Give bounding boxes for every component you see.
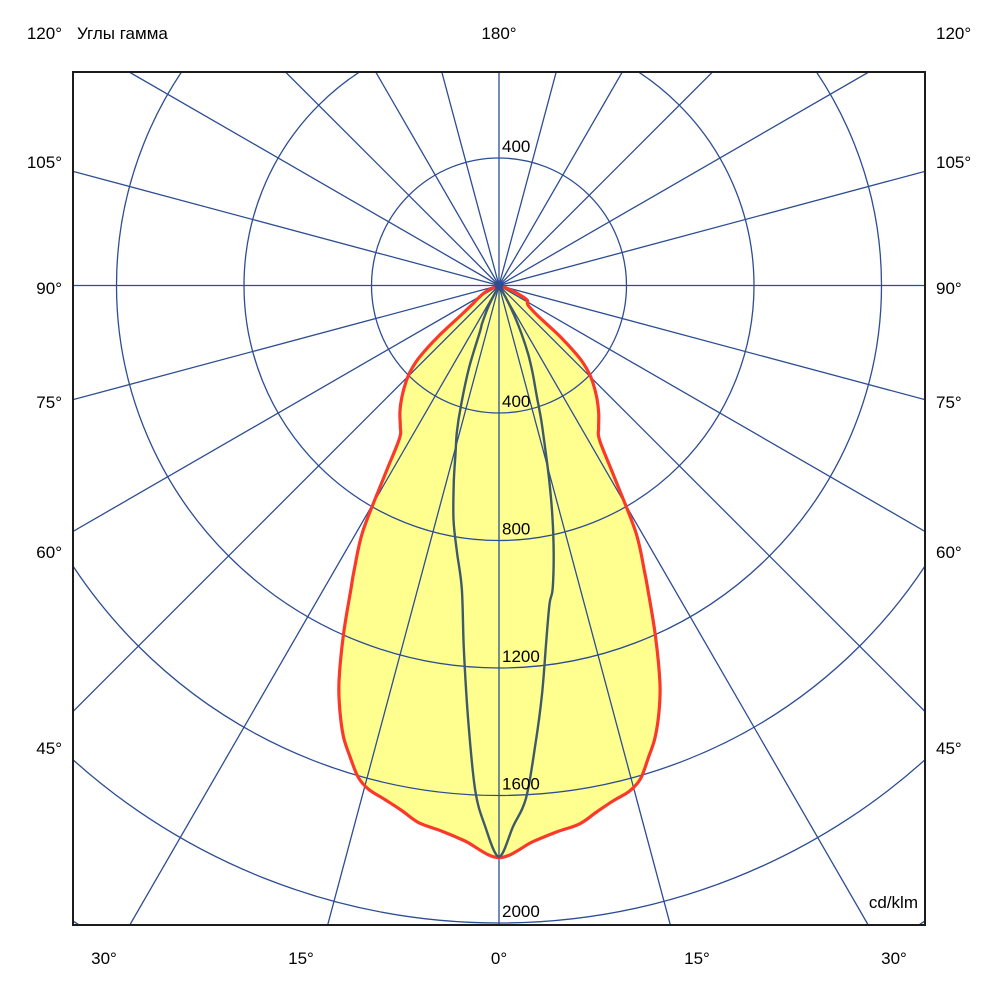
grid-ray-345 (327, 285, 500, 925)
gamma-label-left-45°: 45° (36, 739, 62, 758)
grid-ray-30 (498, 285, 869, 925)
gamma-label-left-105°: 105° (27, 153, 62, 172)
grid-ray-330 (129, 285, 500, 925)
grid-ray-105 (498, 170, 925, 287)
grid-ray-195 (441, 72, 500, 286)
grid-ray-240 (128, 72, 500, 287)
grid-ray-150 (498, 72, 623, 286)
gamma-label-bottom-30°: 30° (91, 949, 117, 968)
gamma-label-left-75°: 75° (36, 393, 62, 412)
chart-title: Углы гамма (77, 24, 168, 43)
grid-ray-285 (73, 284, 500, 401)
curve-C0-C180 (337, 283, 662, 860)
gamma-label-bottom-15°: 15° (684, 949, 710, 968)
grid-ray-315 (73, 285, 500, 712)
grid-ray-300 (73, 284, 500, 533)
curve-C90-C270 (452, 284, 555, 858)
gamma-label-right-60°: 60° (936, 543, 962, 562)
grid-ray-120 (498, 72, 870, 287)
gamma-label-bottom-30°: 30° (881, 949, 907, 968)
top-right-angle-label: 120° (936, 24, 971, 43)
gamma-label-right-45°: 45° (936, 739, 962, 758)
unit-label: cd/klm (869, 893, 918, 912)
gamma-label-bottom-15°: 15° (288, 949, 314, 968)
grid-ray-210 (375, 72, 500, 286)
radial-tick-above-400: 400 (502, 137, 530, 156)
grid-ray-255 (73, 170, 500, 287)
gamma-label-bottom-0°: 0° (491, 949, 507, 968)
chart-frame (72, 71, 926, 926)
gamma-label-left-60°: 60° (36, 543, 62, 562)
grid-ray-135 (498, 72, 713, 286)
top-left-angle-label: 120° (27, 24, 62, 43)
polar-center-dot (494, 281, 504, 290)
top-angle-label: 180° (481, 24, 516, 43)
grid-ray-225 (285, 72, 500, 286)
grid-ray-15 (498, 285, 671, 925)
gamma-label-right-90°: 90° (936, 279, 962, 298)
grid-ray-165 (498, 72, 557, 286)
radial-tick-2000: 2000 (502, 902, 540, 921)
radial-tick-400: 400 (502, 392, 530, 411)
grid-ray-45 (498, 285, 925, 712)
grid-ray-75 (498, 284, 925, 401)
labels-layer: 400 800 1200 1600 2000 400 105° 90° 75° 60° 45° 105… (27, 137, 971, 968)
gamma-label-right-105°: 105° (936, 153, 971, 172)
grid-ray-60 (498, 284, 925, 533)
curves-layer (337, 281, 662, 860)
radial-tick-1200: 1200 (502, 647, 540, 666)
radial-tick-800: 800 (502, 520, 530, 539)
gamma-label-right-75°: 75° (936, 393, 962, 412)
radial-tick-1600: 1600 (502, 775, 540, 794)
gamma-label-left-90°: 90° (36, 279, 62, 298)
